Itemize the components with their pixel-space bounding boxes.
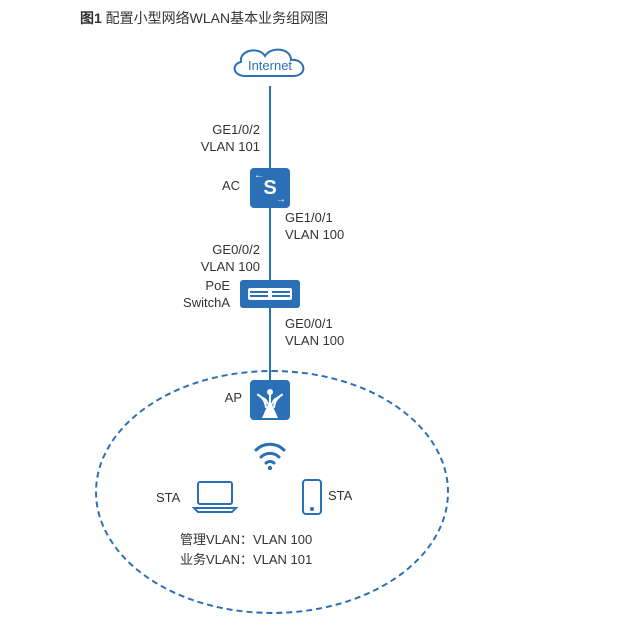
switch-label-line1: PoE <box>205 278 230 293</box>
label-switch-uplink: GE0/0/2 VLAN 100 <box>180 242 260 276</box>
ac-downlink-vlan: VLAN 100 <box>285 227 344 242</box>
figure-caption: 配置小型网络WLAN基本业务组网图 <box>102 10 328 26</box>
ac-downlink-port: GE1/0/1 <box>285 210 333 225</box>
link-ac-to-switch <box>269 208 271 280</box>
figure-title: 图1 配置小型网络WLAN基本业务组网图 <box>80 8 328 28</box>
poe-switch-device <box>240 280 300 308</box>
arrow-left-icon: ← <box>254 171 264 181</box>
sta-laptop <box>190 480 240 521</box>
internet-cloud: Internet <box>225 40 315 91</box>
antenna-icon <box>250 380 290 420</box>
link-cloud-to-ac <box>269 86 271 168</box>
laptop-icon <box>190 480 240 516</box>
ac-uplink-vlan: VLAN 101 <box>201 139 260 154</box>
switch-downlink-port: GE0/0/1 <box>285 316 333 331</box>
switch-ports-icon <box>248 288 292 300</box>
svc-vlan-value: VLAN 101 <box>253 552 312 567</box>
vlan-info: 管理VLAN：VLAN 100 业务VLAN：VLAN 101 <box>180 530 312 569</box>
switch-label: PoE SwitchA <box>175 278 230 312</box>
arrow-right-icon: → <box>276 195 286 205</box>
ac-uplink-port: GE1/0/2 <box>212 122 260 137</box>
label-ac-uplink: GE1/0/2 VLAN 101 <box>180 122 260 156</box>
sta-laptop-label: STA <box>156 490 180 507</box>
figure-number: 图1 <box>80 10 102 26</box>
switch-s-icon: S <box>263 177 276 200</box>
mgmt-vlan-label: 管理VLAN： <box>180 532 253 547</box>
ap-device <box>250 380 290 420</box>
ac-label: AC <box>210 178 240 195</box>
switch-uplink-vlan: VLAN 100 <box>201 259 260 274</box>
ap-label: AP <box>212 390 242 407</box>
svc-vlan-label: 业务VLAN： <box>180 552 253 567</box>
label-ac-downlink: GE1/0/1 VLAN 100 <box>285 210 344 244</box>
mgmt-vlan-value: VLAN 100 <box>253 532 312 547</box>
internet-label: Internet <box>225 58 315 73</box>
label-switch-downlink: GE0/0/1 VLAN 100 <box>285 316 344 350</box>
diagram-container: 图1 配置小型网络WLAN基本业务组网图 Internet GE1/0/2 VL… <box>0 0 620 627</box>
switch-label-line2: SwitchA <box>183 295 230 310</box>
wifi-signal-icon <box>252 440 288 475</box>
sta-phone <box>300 478 324 521</box>
phone-icon <box>300 478 324 516</box>
ac-device: ← S → <box>250 168 290 208</box>
sta-phone-label: STA <box>328 488 352 505</box>
switch-uplink-port: GE0/0/2 <box>212 242 260 257</box>
switch-downlink-vlan: VLAN 100 <box>285 333 344 348</box>
